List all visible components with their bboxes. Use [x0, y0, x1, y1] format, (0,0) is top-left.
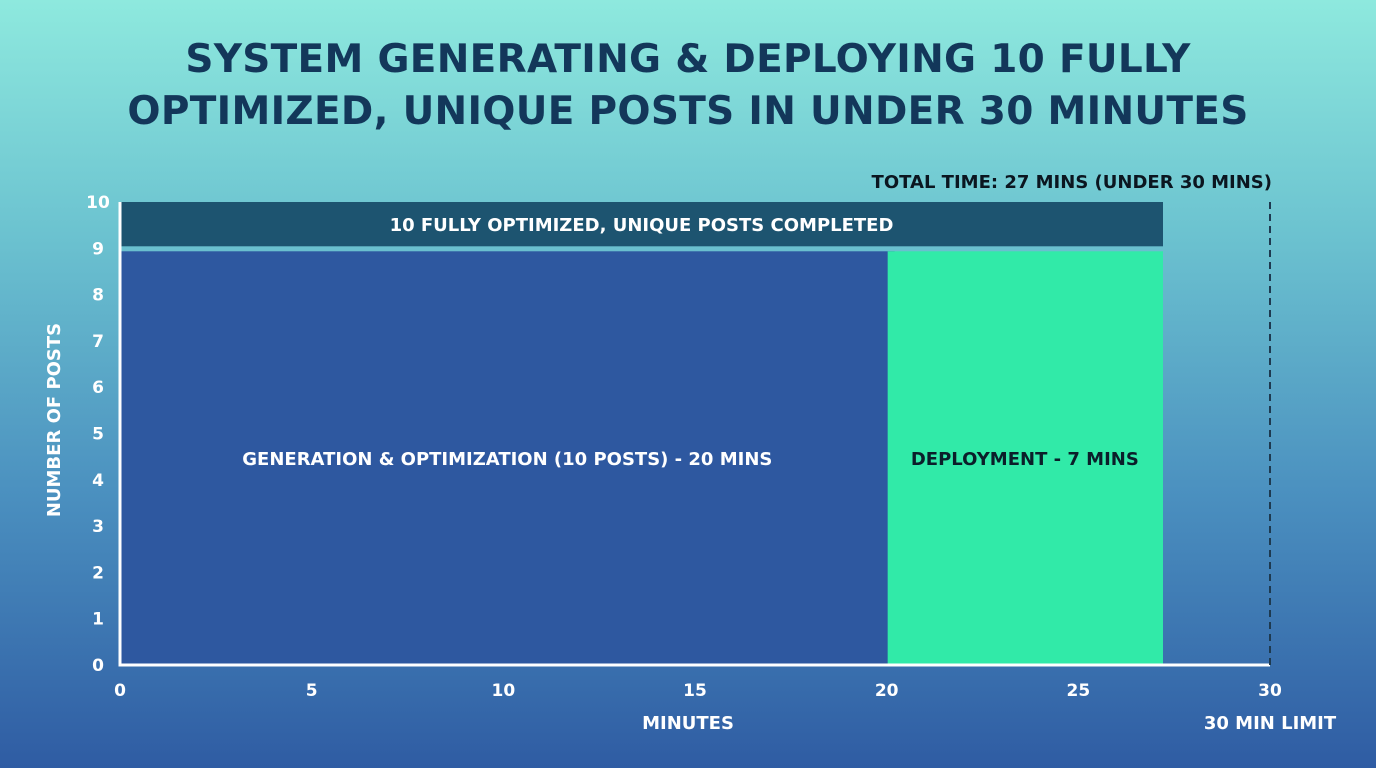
y-tick-label: 10	[86, 193, 110, 213]
chart-title-line-2: OPTIMIZED, UNIQUE POSTS IN UNDER 30 MINU…	[127, 89, 1249, 134]
bar-label: GENERATION & OPTIMIZATION (10 POSTS) - 2…	[242, 449, 772, 470]
y-tick-label: 6	[92, 378, 104, 398]
y-tick-label: 1	[92, 610, 104, 630]
bar-label: DEPLOYMENT - 7 MINS	[911, 449, 1139, 470]
y-tick-label: 8	[92, 286, 104, 306]
y-tick-label: 4	[92, 471, 104, 491]
bar-segment	[120, 251, 895, 666]
x-tick-label: 30	[1258, 681, 1282, 701]
limit-line-label: 30 MIN LIMIT	[1204, 713, 1337, 734]
x-tick-label: 15	[683, 681, 707, 701]
chart-title-line-1: SYSTEM GENERATING & DEPLOYING 10 FULLY	[185, 37, 1191, 82]
chart-title: SYSTEM GENERATING & DEPLOYING 10 FULLY O…	[0, 34, 1376, 138]
x-tick-label: 10	[491, 681, 515, 701]
y-tick-label: 2	[92, 563, 104, 583]
y-tick-label: 0	[92, 656, 104, 676]
y-tick-label: 3	[92, 517, 104, 537]
x-tick-label: 25	[1066, 681, 1090, 701]
bar-label: 10 FULLY OPTIMIZED, UNIQUE POSTS COMPLET…	[390, 215, 894, 236]
y-tick-label: 9	[92, 239, 104, 259]
x-axis-label: MINUTES	[642, 713, 734, 734]
x-tick-label: 20	[875, 681, 899, 701]
bar-segment	[887, 251, 1163, 666]
x-tick-label: 5	[306, 681, 318, 701]
x-tick-label: 0	[114, 681, 126, 701]
y-tick-label: 7	[92, 332, 104, 352]
y-axis-label: NUMBER OF POSTS	[44, 323, 65, 517]
y-tick-label: 5	[92, 425, 104, 445]
total-time-annotation: TOTAL TIME: 27 MINS (UNDER 30 MINS)	[872, 172, 1272, 193]
bar-segment	[120, 202, 1163, 247]
